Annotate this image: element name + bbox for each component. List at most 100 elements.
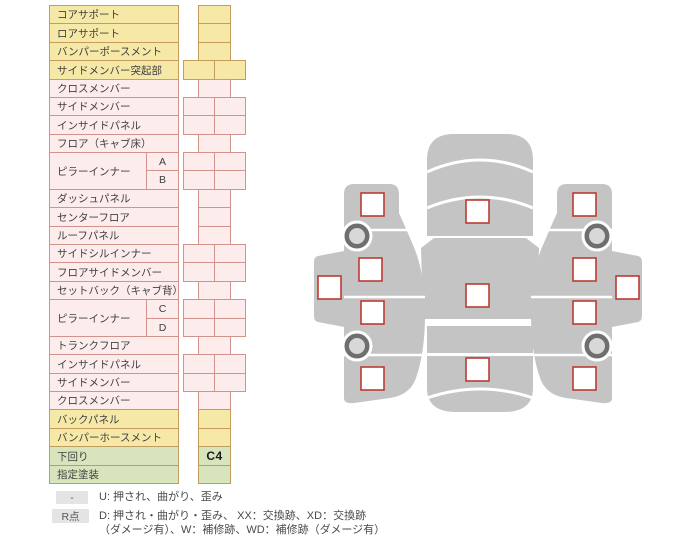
row-label: サイドメンバー突起部: [49, 60, 179, 80]
row-sub-label: D: [146, 318, 179, 337]
row-label: ロアサポート: [49, 23, 179, 43]
right-rear-wheel-icon: [581, 330, 613, 362]
damage-cell: [198, 134, 231, 153]
row-label: クロスメンバー: [49, 391, 179, 410]
row-label: サイドメンバー: [49, 373, 179, 392]
top-view-windshield-line: [426, 195, 534, 210]
row-label: インサイドパネル: [49, 354, 179, 374]
damage-marker-top-windshield: [465, 199, 490, 224]
top-view-rear-section: [427, 356, 533, 412]
damage-cell-right: [214, 354, 246, 374]
row-label: クロスメンバー: [49, 79, 179, 98]
damage-marker-right-rear-fender: [572, 366, 597, 391]
row-label: バンパーポースメント: [49, 42, 179, 61]
damage-cell: [198, 336, 231, 355]
damage-marker-left-rear-door: [360, 300, 385, 325]
row-label: バンパーホースメント: [49, 428, 179, 447]
row-label: セットバック（キャブ背）: [49, 281, 179, 300]
damage-cell-left: [183, 244, 215, 263]
damage-cell-left: [183, 60, 215, 80]
marker-layer: [317, 192, 640, 391]
row-label: ダッシュパネル: [49, 189, 179, 208]
damage-cell-left: [183, 97, 215, 116]
top-view-rear-window-line: [426, 387, 534, 400]
damage-cell-right: [214, 318, 246, 337]
row-label: センターフロア: [49, 207, 179, 227]
row-label: 下回り: [49, 446, 179, 466]
damage-cell: [198, 189, 231, 208]
car-diagram: [314, 134, 642, 412]
damage-cell: [198, 281, 231, 300]
right-side-body: [531, 184, 612, 404]
damage-marker-right-front-door: [572, 257, 597, 282]
damage-cell-right: [214, 97, 246, 116]
damage-marker-right-end: [615, 275, 640, 300]
damage-cell-right: [214, 60, 246, 80]
damage-marker-top-roof: [465, 283, 490, 308]
legend-key-rpoint: R点: [52, 509, 89, 523]
damage-cell-right: [214, 262, 246, 282]
legend-line-d-2: （ダメージ有）、W：補修跡、WD：補修跡（ダメージ有）: [99, 524, 386, 536]
damage-marker-left-front-fender: [360, 192, 385, 217]
damage-cell-right: [214, 244, 246, 263]
damage-cell: [198, 409, 231, 429]
legend-line-u: U: 押され、曲がり、歪み: [99, 491, 223, 503]
damage-cell-left: [183, 299, 215, 319]
row-label: 指定塗装: [49, 465, 179, 484]
row-label: インサイドパネル: [49, 115, 179, 135]
damage-cell: [198, 207, 231, 227]
row-label: サイドシルインナー: [49, 244, 179, 263]
legend-line-d-1: D: 押され・曲がり・歪み、 XX：交換跡、XD：交換跡: [99, 510, 367, 522]
damage-cell-left: [183, 318, 215, 337]
damage-cell-value: C4: [198, 446, 231, 466]
damage-cell-left: [183, 262, 215, 282]
damage-cell-left: [183, 170, 215, 190]
row-sub-label: A: [146, 152, 179, 171]
damage-cell-left: [183, 152, 215, 171]
top-view-roof-section: [421, 238, 539, 319]
right-front-wheel-icon: [581, 220, 613, 252]
legend-key-minus: -: [56, 491, 88, 504]
damage-cell: [198, 465, 231, 484]
row-sub-label: C: [146, 299, 179, 319]
damage-marker-right-front-fender: [572, 192, 597, 217]
left-rear-wheel-icon: [341, 330, 373, 362]
damage-cell-right: [214, 299, 246, 319]
damage-cell-right: [214, 170, 246, 190]
row-label: フロアサイドメンバー: [49, 262, 179, 282]
damage-cell: [198, 5, 231, 24]
row-label: ピラーインナー: [49, 299, 147, 337]
damage-marker-left-end: [317, 275, 342, 300]
top-view-mid-section: [427, 326, 533, 353]
wheel-layer: [341, 220, 613, 362]
damage-marker-left-front-door: [358, 257, 383, 282]
damage-cell: [198, 391, 231, 410]
top-view-hood-line: [426, 158, 534, 174]
car-right-side-view: [531, 184, 612, 404]
damage-cell-right: [214, 152, 246, 171]
damage-marker-right-rear-door: [572, 300, 597, 325]
row-label: ピラーインナー: [49, 152, 147, 190]
row-sub-label: B: [146, 170, 179, 190]
damage-cell: [198, 428, 231, 447]
row-label: フロア（キャブ床）: [49, 134, 179, 153]
damage-marker-left-rear-fender: [360, 366, 385, 391]
damage-cell-left: [183, 373, 215, 392]
damage-cell-left: [183, 354, 215, 374]
left-front-wheel-icon: [341, 220, 373, 252]
row-label: バックパネル: [49, 409, 179, 429]
damage-marker-top-rear: [465, 357, 490, 382]
row-label: ルーフパネル: [49, 226, 179, 245]
row-label: コアサポート: [49, 5, 179, 24]
car-top-view: [421, 134, 539, 412]
damage-cell: [198, 226, 231, 245]
damage-cell: [198, 79, 231, 98]
damage-cell: [198, 42, 231, 61]
damage-cell-right: [214, 115, 246, 135]
damage-cell-right: [214, 373, 246, 392]
row-label: サイドメンバー: [49, 97, 179, 116]
top-view-front-section: [427, 134, 533, 236]
row-label: トランクフロア: [49, 336, 179, 355]
damage-cell: [198, 23, 231, 43]
